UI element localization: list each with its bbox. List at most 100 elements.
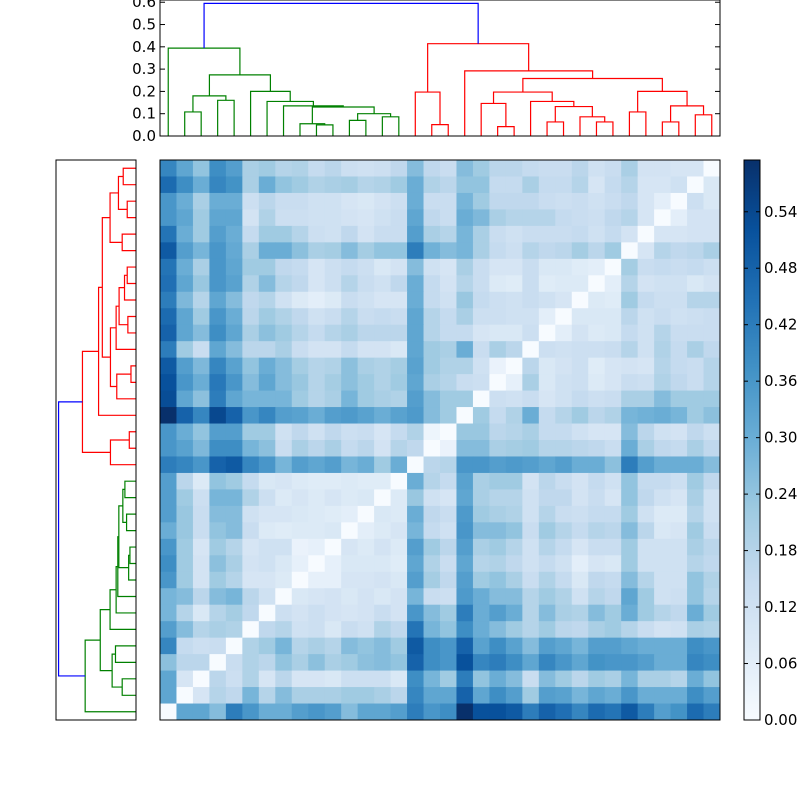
heatmap-cell xyxy=(571,242,589,260)
heatmap-cell xyxy=(423,423,441,441)
heatmap-cell xyxy=(456,703,474,721)
heatmap-cell xyxy=(407,637,425,655)
heatmap-cell xyxy=(637,571,655,589)
dendrogram-link xyxy=(480,102,507,136)
heatmap-cell xyxy=(176,604,194,622)
heatmap-cell xyxy=(440,357,457,375)
heatmap-cell xyxy=(538,522,556,540)
heatmap-cell xyxy=(621,308,639,326)
heatmap-cell xyxy=(308,324,326,342)
heatmap-cell xyxy=(357,275,375,293)
heatmap-cell xyxy=(423,341,441,359)
heatmap-cell xyxy=(407,192,425,210)
heatmap-cell xyxy=(407,308,425,326)
heatmap-cell xyxy=(242,538,260,556)
heatmap-cell xyxy=(258,489,276,507)
heatmap-cell xyxy=(423,489,441,507)
heatmap-cell xyxy=(687,192,705,210)
heatmap-cell xyxy=(357,357,375,375)
dendrogram-link xyxy=(81,350,111,453)
heatmap-cell xyxy=(423,687,441,705)
heatmap-cell xyxy=(308,275,326,293)
heatmap-cell xyxy=(423,703,441,721)
heatmap-cell xyxy=(604,374,622,392)
heatmap-cell xyxy=(160,225,177,243)
colorbar-tick-label: 0.06 xyxy=(764,655,797,673)
heatmap-cell xyxy=(703,604,721,622)
heatmap-cell xyxy=(440,440,457,457)
heatmap-cell xyxy=(308,440,326,457)
heatmap-cell xyxy=(440,192,457,210)
heatmap-cell xyxy=(621,291,639,309)
heatmap-cell xyxy=(621,522,639,540)
heatmap-cell xyxy=(308,670,326,688)
heatmap-cell xyxy=(407,357,425,375)
heatmap-cell xyxy=(505,225,523,243)
heatmap-cell xyxy=(670,637,688,655)
colorbar-gradient xyxy=(743,159,761,721)
heatmap-cell xyxy=(654,456,672,474)
heatmap-cell xyxy=(522,588,540,606)
heatmap-cell xyxy=(176,456,194,474)
heatmap-cell xyxy=(423,374,441,392)
heatmap-cell xyxy=(522,604,540,622)
heatmap-cell xyxy=(357,489,375,507)
heatmap-cell xyxy=(472,489,490,507)
heatmap-cell xyxy=(621,324,639,342)
heatmap-cell xyxy=(341,275,359,293)
heatmap-cell xyxy=(522,275,540,293)
heatmap-cell xyxy=(489,637,507,655)
heatmap-cell xyxy=(538,275,556,293)
heatmap-cell xyxy=(505,456,523,474)
heatmap-cell xyxy=(654,192,672,210)
heatmap-cell xyxy=(308,555,326,573)
heatmap-cell xyxy=(374,357,392,375)
heatmap-cell xyxy=(571,407,589,425)
dendrogram-link xyxy=(192,95,227,112)
y-tick-label: 0.2 xyxy=(132,82,156,100)
dendrogram-link xyxy=(109,192,123,243)
dendrogram-link xyxy=(282,105,344,136)
heatmap-cell xyxy=(225,687,243,705)
heatmap-cell xyxy=(308,604,326,622)
heatmap-cell xyxy=(505,209,523,227)
heatmap-cell xyxy=(324,472,342,490)
heatmap-cell xyxy=(275,621,293,639)
heatmap-cell xyxy=(407,604,425,622)
heatmap-cell xyxy=(176,440,194,457)
heatmap-cell xyxy=(407,291,425,309)
heatmap-cell xyxy=(176,341,194,359)
heatmap-cell xyxy=(390,209,408,227)
heatmap-cell xyxy=(456,555,474,573)
heatmap-cell xyxy=(472,423,490,441)
heatmap-cell xyxy=(209,703,227,721)
dendrogram-link xyxy=(522,77,663,93)
heatmap-cell xyxy=(555,489,573,507)
heatmap-cell xyxy=(489,588,507,606)
heatmap-cell xyxy=(407,588,425,606)
heatmap-cell xyxy=(670,308,688,326)
heatmap-cell xyxy=(374,604,392,622)
heatmap-cell xyxy=(225,588,243,606)
heatmap-cell xyxy=(670,341,688,359)
heatmap-cell xyxy=(621,456,639,474)
heatmap-cell xyxy=(621,374,639,392)
heatmap-cell xyxy=(472,687,490,705)
heatmap-cell xyxy=(440,621,457,639)
heatmap-cell xyxy=(555,588,573,606)
heatmap-cell xyxy=(687,440,705,457)
heatmap-cell xyxy=(258,555,276,573)
heatmap-cell xyxy=(637,291,655,309)
heatmap-cell xyxy=(621,604,639,622)
heatmap-cell xyxy=(176,291,194,309)
heatmap-cell xyxy=(489,341,507,359)
heatmap-cell xyxy=(324,621,342,639)
heatmap-cell xyxy=(176,324,194,342)
heatmap-cell xyxy=(374,654,392,672)
heatmap-cell xyxy=(604,390,622,408)
heatmap-cell xyxy=(407,555,425,573)
heatmap-cell xyxy=(209,604,227,622)
heatmap-cell xyxy=(456,225,474,243)
heatmap-cell xyxy=(588,242,606,260)
heatmap-cell xyxy=(505,160,523,177)
